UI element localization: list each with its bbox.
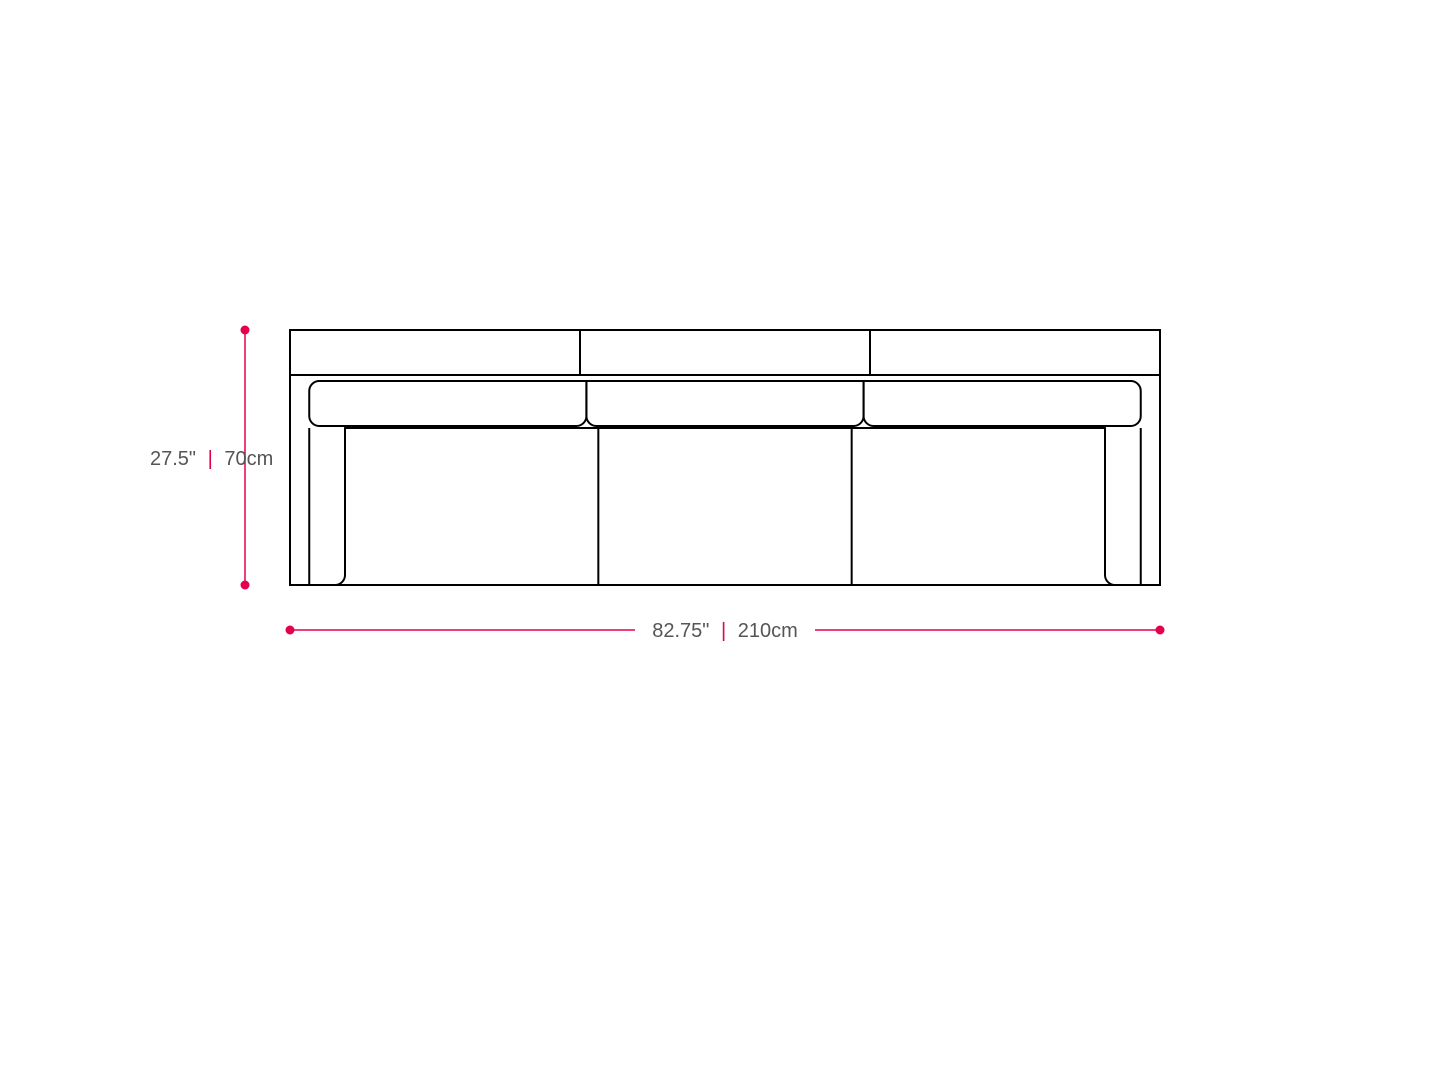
height-metric: 70cm xyxy=(224,448,273,470)
width-metric: 210cm xyxy=(738,620,798,642)
dimension-lines xyxy=(241,326,1165,635)
height-separator: | xyxy=(208,448,213,470)
width-dimension-label: 82.75" | 210cm xyxy=(652,620,798,642)
height-dimension-label: 27.5" | 70cm xyxy=(150,448,273,470)
sofa-outline xyxy=(290,330,1160,585)
width-imperial: 82.75" xyxy=(652,620,709,642)
diagram-stage: 27.5" | 70cm 82.75" | 210cm xyxy=(0,0,1445,1084)
sofa-dimension-diagram: 27.5" | 70cm 82.75" | 210cm xyxy=(0,0,1445,1084)
width-separator: | xyxy=(721,620,726,642)
dimension-labels: 27.5" | 70cm 82.75" | 210cm xyxy=(150,448,798,642)
height-imperial: 27.5" xyxy=(150,448,196,470)
